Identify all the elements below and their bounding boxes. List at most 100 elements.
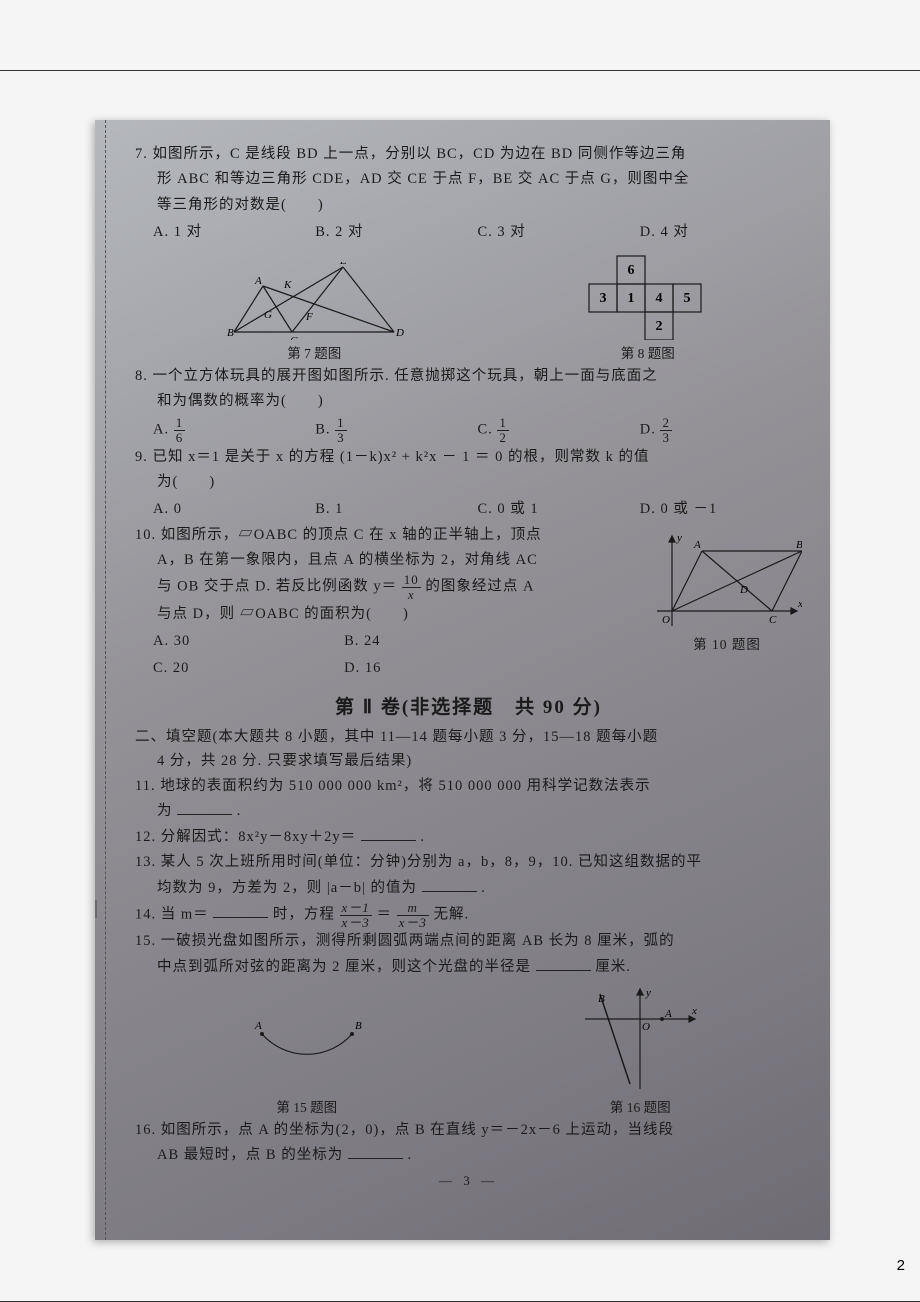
- q8-caption: 第 8 题图: [583, 342, 713, 362]
- q8-opt-b: B. 13: [315, 416, 477, 444]
- q14-f2-d: x－3: [397, 916, 429, 930]
- q10-options-row2: C. 20 D. 16: [135, 656, 535, 681]
- section-2-sub: 二、填空题(本大题共 8 小题，其中 11—14 题每小题 3 分，15—18 …: [135, 725, 802, 774]
- svg-text:A: A: [254, 275, 262, 287]
- q7-figure-wrap: BCDAEGFK 第 7 题图: [224, 262, 404, 362]
- header-rule: [0, 70, 920, 71]
- q16-num: 16.: [135, 1122, 156, 1138]
- svg-text:B: B: [598, 993, 605, 1005]
- q8-a-den: 6: [174, 431, 186, 445]
- q10-num: 10.: [135, 527, 156, 543]
- q9-options: A. 0 B. 1 C. 0 或 1 D. 0 或 －1: [135, 497, 802, 522]
- q12-blank: [361, 828, 416, 841]
- q12-after: .: [420, 829, 425, 845]
- svg-text:E: E: [339, 262, 347, 267]
- q9-opt-c: C. 0 或 1: [478, 497, 640, 522]
- q13-l2-before: 均数为 9，方差为 2，则 |a－b| 的值为: [157, 880, 417, 896]
- q10-figure: OCABDxy: [652, 531, 802, 631]
- q16-blank: [348, 1146, 403, 1159]
- q10-frac-n: 10: [402, 573, 421, 588]
- q16-figure-wrap: O Ax y B 第 16 题图: [580, 984, 700, 1116]
- q10-opt-d: D. 16: [344, 656, 535, 681]
- q10-options-row1: A. 30 B. 24: [135, 629, 535, 654]
- q14-mid: 时，方程: [273, 906, 340, 922]
- q14-f1-n: x－1: [340, 901, 372, 916]
- q16-l2-after: .: [407, 1147, 412, 1163]
- svg-text:y: y: [645, 987, 651, 999]
- q15-figure-wrap: AB 第 15 题图: [237, 994, 377, 1116]
- q16-figure: O Ax y B: [580, 984, 700, 1094]
- q7-figure: BCDAEGFK: [224, 262, 404, 340]
- svg-text:O: O: [662, 614, 671, 626]
- q8-c-den: 2: [497, 431, 509, 445]
- svg-text:D: D: [739, 584, 749, 596]
- q15-num: 15.: [135, 933, 156, 949]
- q11-line2: 为 .: [135, 799, 802, 824]
- q9-opt-a: A. 0: [153, 497, 315, 522]
- q10-figure-wrap: OCABDxy 第 10 题图: [652, 531, 802, 657]
- q14-blank: [213, 905, 268, 918]
- q7-options: A. 1 对 B. 2 对 C. 3 对 D. 4 对: [135, 220, 802, 245]
- sec2-sub-l2: 4 分，共 28 分. 只要求填写最后结果): [135, 749, 412, 774]
- question-16: 16. 如图所示，点 A 的坐标为(2，0)，点 B 在直线 y＝－2x－6 上…: [135, 1118, 802, 1169]
- q16-caption: 第 16 题图: [580, 1096, 700, 1116]
- question-10: OCABDxy 第 10 题图 10. 如图所示，▱OABC 的顶点 C 在 x…: [135, 523, 802, 682]
- q7-line2: 形 ABC 和等边三角形 CDE，AD 交 CE 于点 F，BE 交 AC 于点…: [135, 167, 802, 192]
- q7-opt-a: A. 1 对: [153, 220, 315, 245]
- q7-opt-c: C. 3 对: [478, 220, 640, 245]
- q10-line1: 如图所示，▱OABC 的顶点 C 在 x 轴的正半轴上，顶点: [161, 527, 542, 543]
- q13-line1: 某人 5 次上班所用时间(单位：分钟)分别为 a，b，8，9，10. 已知这组数…: [161, 854, 702, 870]
- question-15: 15. 一破损光盘如图所示，测得所剩圆弧两端点间的距离 AB 长为 8 厘米，弧…: [135, 929, 802, 980]
- question-7: 7. 如图所示，C 是线段 BD 上一点，分别以 BC，CD 为边在 BD 同侧…: [135, 142, 802, 246]
- q12-num: 12.: [135, 829, 156, 845]
- side-tab: 图: [95, 900, 97, 918]
- svg-text:G: G: [264, 309, 272, 321]
- q8-opt-d: D. 23: [640, 416, 802, 444]
- q10-opt-c: C. 20: [153, 656, 344, 681]
- q8-c-num: 1: [497, 416, 509, 431]
- svg-text:4: 4: [655, 291, 662, 306]
- q13-num: 13.: [135, 854, 156, 870]
- q14-f1-d: x－3: [340, 916, 372, 930]
- svg-text:x: x: [691, 1005, 697, 1017]
- svg-text:K: K: [283, 279, 292, 291]
- q8-line1: 一个立方体玩具的展开图如图所示. 任意抛掷这个玩具，朝上一面与底面之: [153, 368, 658, 384]
- q16-line1: 如图所示，点 A 的坐标为(2，0)，点 B 在直线 y＝－2x－6 上运动，当…: [161, 1122, 674, 1138]
- svg-text:B: B: [796, 539, 802, 551]
- question-9: 9. 已知 x＝1 是关于 x 的方程 (1－k)x² + k²x － 1 ＝ …: [135, 445, 802, 523]
- q13-line2: 均数为 9，方差为 2，则 |a－b| 的值为 .: [135, 876, 802, 901]
- corner-page-number: 2: [897, 1257, 905, 1274]
- svg-text:B: B: [355, 1020, 362, 1032]
- section-2-title: 第 Ⅱ 卷(非选择题 共 90 分): [135, 692, 802, 719]
- q15-figure: AB: [237, 994, 377, 1094]
- figure-row-7-8: BCDAEGFK 第 7 题图 631452 第 8 题图: [135, 250, 802, 362]
- q16-line2: AB 最短时，点 B 的坐标为 .: [135, 1143, 802, 1168]
- svg-text:3: 3: [599, 291, 606, 306]
- question-13: 13. 某人 5 次上班所用时间(单位：分钟)分别为 a，b，8，9，10. 已…: [135, 850, 802, 901]
- q7-line1: 如图所示，C 是线段 BD 上一点，分别以 BC，CD 为边在 BD 同侧作等边…: [153, 146, 687, 162]
- q8-b-num: 1: [335, 416, 347, 431]
- svg-text:A: A: [254, 1020, 262, 1032]
- svg-text:A: A: [664, 1008, 672, 1020]
- q10-frac-d: x: [402, 588, 421, 602]
- q7-num: 7.: [135, 146, 148, 162]
- q10-opt-a: A. 30: [153, 629, 344, 654]
- q15-blank: [536, 958, 591, 971]
- q10-l3-before: 与 OB 交于点 D. 若反比例函数 y＝: [157, 579, 397, 595]
- q15-caption: 第 15 题图: [237, 1096, 377, 1116]
- q11-l2-after: .: [237, 803, 242, 819]
- q11-num: 11.: [135, 778, 156, 794]
- q9-num: 9.: [135, 449, 148, 465]
- q11-line1: 地球的表面积约为 510 000 000 km²，将 510 000 000 用…: [160, 778, 650, 794]
- q15-line1: 一破损光盘如图所示，测得所剩圆弧两端点间的距离 AB 长为 8 厘米，弧的: [161, 933, 675, 949]
- question-12: 12. 分解因式：8x²y－8xy＋2y＝ .: [135, 825, 802, 850]
- q7-opt-d: D. 4 对: [640, 220, 802, 245]
- question-11: 11. 地球的表面积约为 510 000 000 km²，将 510 000 0…: [135, 774, 802, 825]
- svg-text:B: B: [227, 327, 234, 339]
- q10-caption: 第 10 题图: [652, 633, 802, 657]
- q15-l2-after: 厘米.: [595, 959, 631, 975]
- inline-page-number: — 3 —: [135, 1173, 802, 1189]
- q12-before: 分解因式：8x²y－8xy＋2y＝: [161, 829, 356, 845]
- q14-before: 当 m＝: [161, 906, 209, 922]
- svg-text:O: O: [642, 1021, 650, 1033]
